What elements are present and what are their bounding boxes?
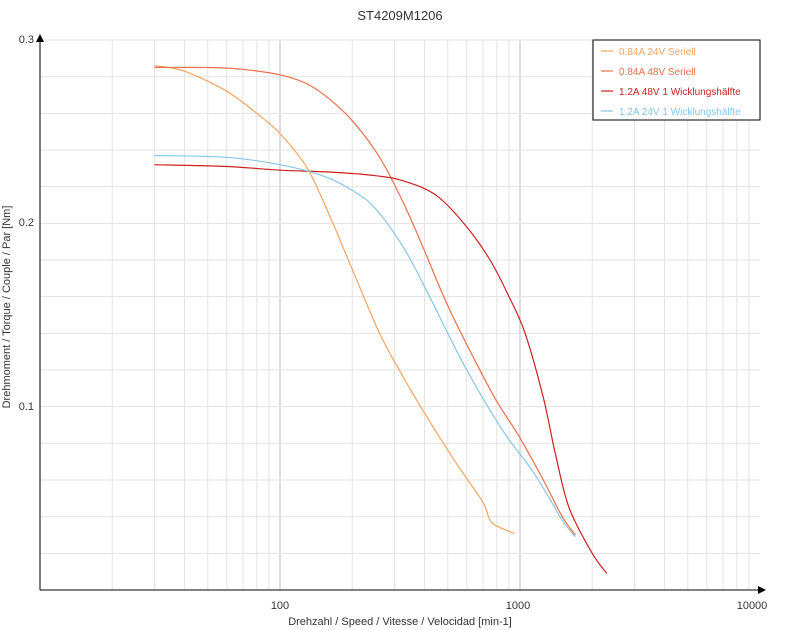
- legend-label-1: 0.84A 24V Seriell: [619, 47, 696, 58]
- x-tick-labels: 100 1000 10000: [271, 600, 767, 612]
- x-tick-label-100: 100: [271, 600, 289, 612]
- x-tick-label-1000: 1000: [506, 600, 530, 612]
- y-tick-label-0.1: 0.1: [19, 401, 34, 413]
- legend: 0.84A 24V Seriell 0.84A 48V Seriell 1.2A 4…: [592, 39, 761, 121]
- y-tick-label-0.2: 0.2: [19, 217, 34, 229]
- legend-label-3: 1.2A 48V 1 Wicklungshälfte: [619, 87, 741, 98]
- x-tick-label-10000: 10000: [737, 600, 768, 612]
- x-axis-arrow: [758, 586, 766, 594]
- x-axis-label: Drehzahl / Speed / Vitesse / Velocidad […: [288, 616, 512, 628]
- series-line-2: [154, 66, 576, 536]
- series-lines: [154, 65, 608, 574]
- grid: [40, 39, 760, 590]
- series-line-3: [154, 164, 608, 574]
- y-tick-label-0.3: 0.3: [19, 34, 34, 46]
- series-line-4: [154, 154, 576, 538]
- y-axis-label: Drehmoment / Torque / Couple / Par [Nm]: [1, 206, 13, 409]
- series-line-1: [154, 65, 515, 534]
- legend-box: [592, 39, 761, 121]
- legend-label-2: 0.84A 48V Seriell: [619, 67, 696, 78]
- y-axis-arrow: [36, 34, 44, 42]
- y-tick-labels: 0.3 0.2 0.1: [19, 34, 34, 413]
- axes: [36, 34, 766, 594]
- chart-title: ST4209M1206: [357, 8, 442, 23]
- legend-label-4: 1.2A 24V 1 Wicklungshälfte: [619, 107, 741, 118]
